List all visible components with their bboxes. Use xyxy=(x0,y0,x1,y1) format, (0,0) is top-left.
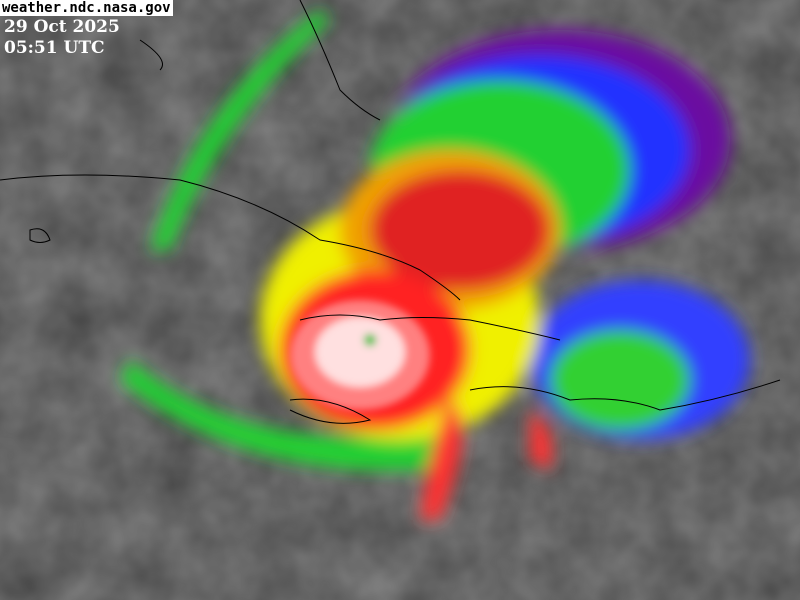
time-stamp: 05:51 UTC xyxy=(4,38,105,58)
coastlines xyxy=(0,0,781,424)
source-credit: weather.ndc.nasa.gov xyxy=(0,0,173,16)
date-stamp: 29 Oct 2025 xyxy=(4,17,120,37)
storm-bands xyxy=(120,10,750,520)
hurricane-eyewall xyxy=(290,300,430,410)
